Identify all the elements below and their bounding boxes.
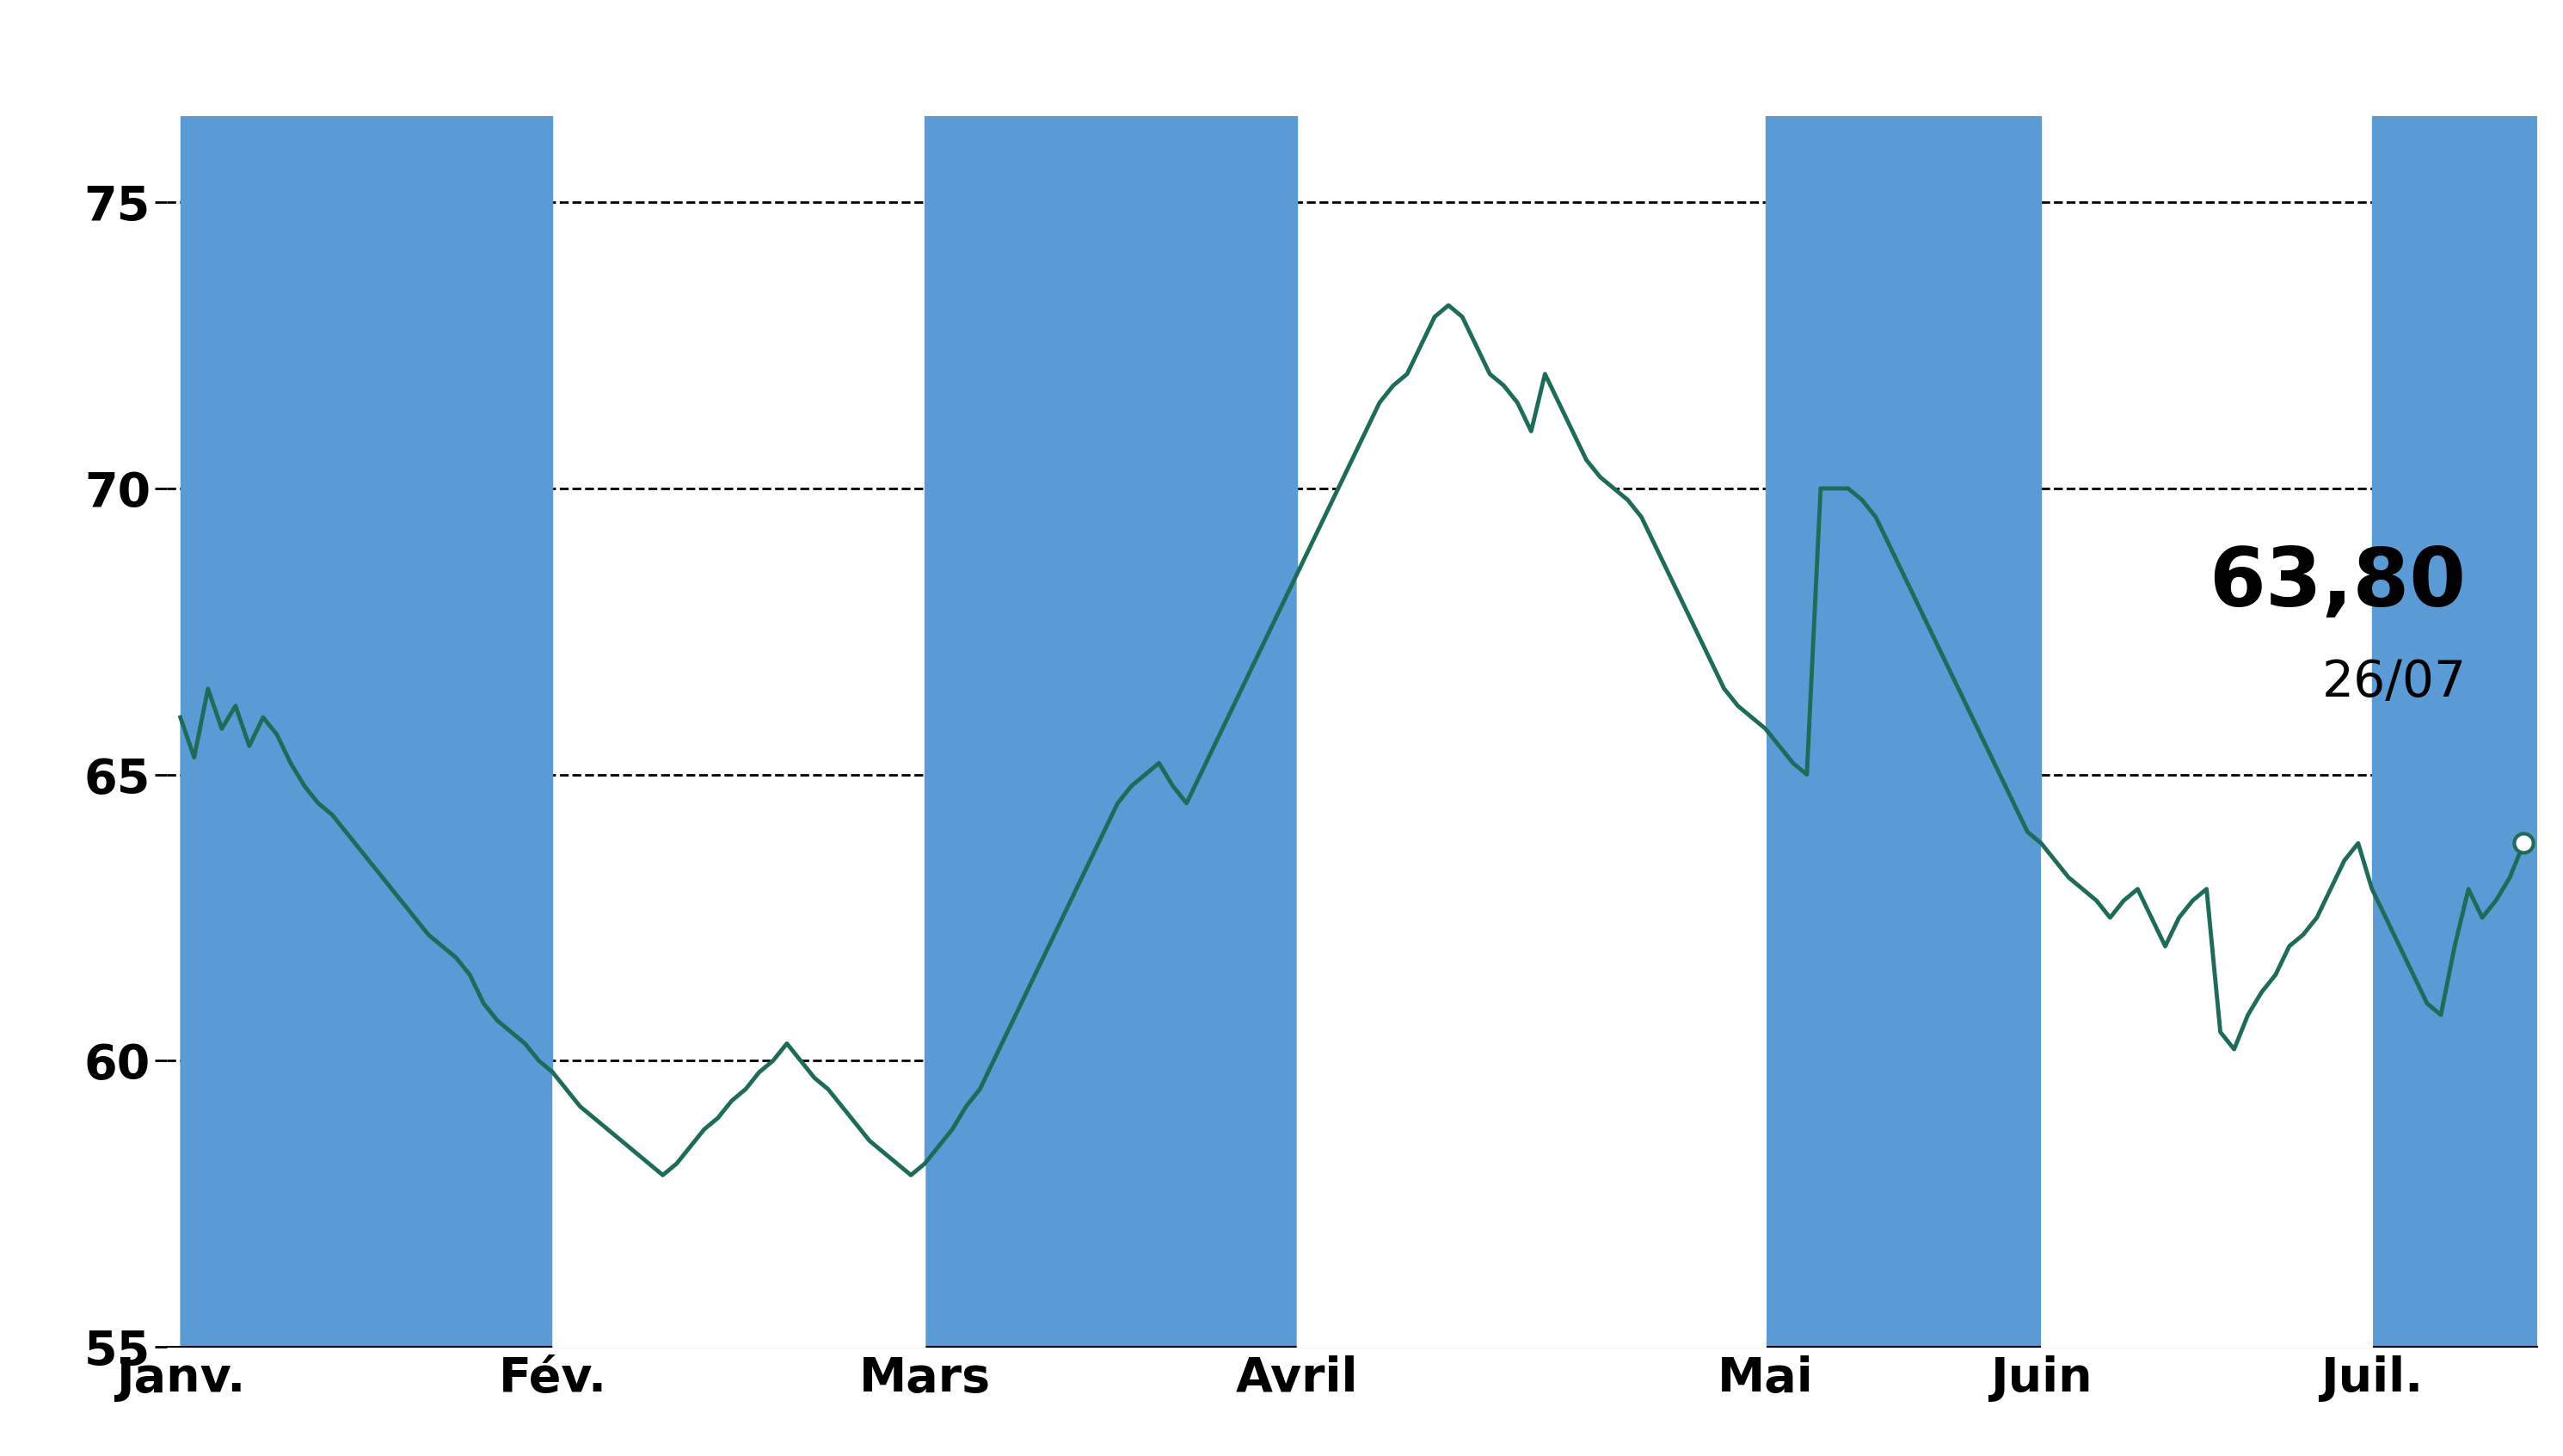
Bar — [1766, 116, 2040, 1347]
Bar — [925, 116, 1297, 1347]
Bar — [179, 116, 554, 1347]
Bar — [2371, 116, 2563, 1347]
Text: CRCAM MORBIHAN CCI: CRCAM MORBIHAN CCI — [672, 1, 1891, 93]
Text: 63,80: 63,80 — [2209, 545, 2466, 623]
Text: 26/07: 26/07 — [2322, 658, 2466, 708]
